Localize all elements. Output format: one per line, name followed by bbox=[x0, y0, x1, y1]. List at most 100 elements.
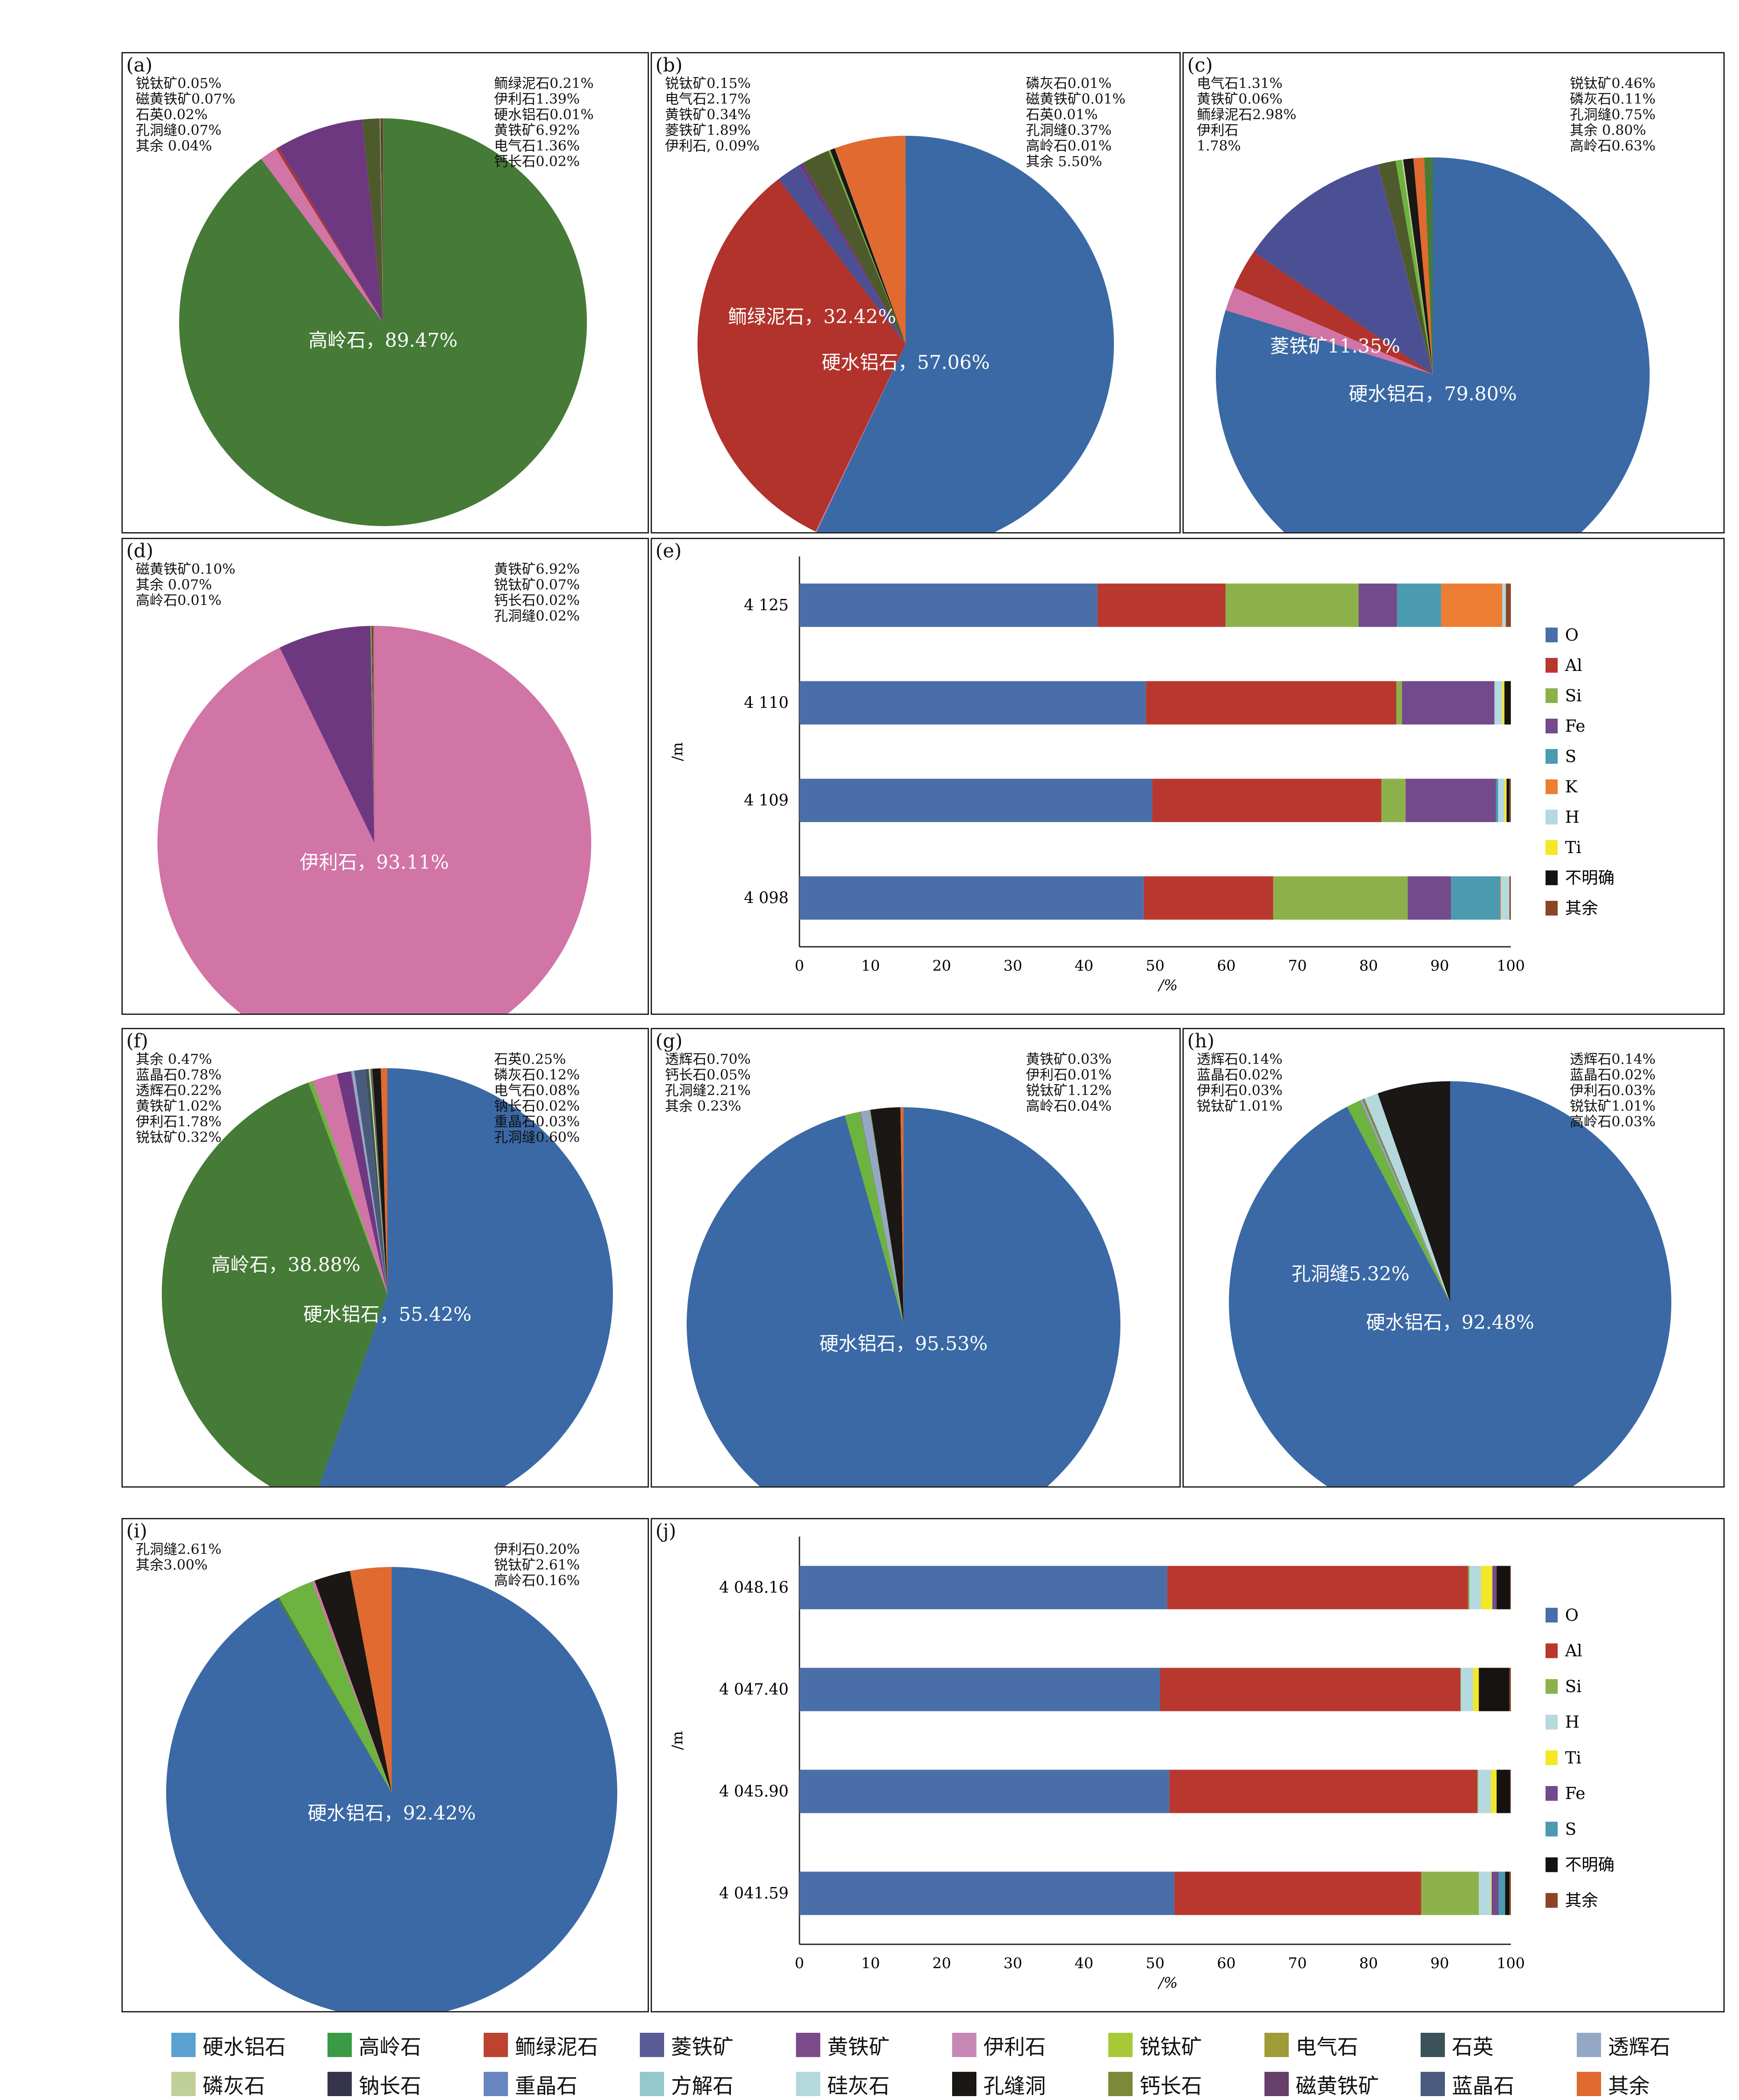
bar-segment-Ti bbox=[1491, 1770, 1497, 1813]
mineral-legend: 硬水铝石 高岭石 鲕绿泥石 菱铁矿 黄铁矿 伊利石 锐钛矿 电气石 石英 透辉石 磷灰石 钠长石 重晶石… bbox=[171, 2030, 1733, 2099]
legend-swatch bbox=[1546, 779, 1558, 794]
legend-item: 钙长石 bbox=[1108, 2069, 1202, 2099]
legend-label: Fe bbox=[1565, 716, 1585, 736]
legend-item: 硅灰石 bbox=[796, 2069, 890, 2099]
pie-slice-其余 bbox=[373, 626, 374, 843]
legend-swatch bbox=[952, 2033, 976, 2057]
pie-slice-黄铁矿 bbox=[799, 163, 906, 344]
pie-annotation: 透辉石0.14% bbox=[1197, 1051, 1283, 1067]
x-tick-label: 50 bbox=[1146, 1955, 1164, 1972]
pie-slice-重晶石 bbox=[372, 1069, 387, 1294]
pie-slice-方解石 bbox=[1364, 1098, 1450, 1302]
panel-c: (c) 硬水铝石，79.80% 菱铁矿11.35% 锐钛矿0.46% 磷灰石0.11% 孔… bbox=[1182, 52, 1725, 533]
chart-d: 伊利石，93.11% 黄铁矿6.92%锐钛矿0.07%钙长石0.02%孔洞缝0.0… bbox=[136, 561, 591, 1014]
pie-annotation: 鲕绿泥石0.21% bbox=[494, 75, 594, 92]
legend-item: 钠长石 bbox=[327, 2069, 421, 2099]
pie-annotation: 透辉石0.22% bbox=[136, 1082, 222, 1099]
bar-segment-S bbox=[1451, 876, 1500, 920]
pie-slice-其余 bbox=[1413, 157, 1433, 374]
pie-slice-硬水铝石 bbox=[687, 1107, 1120, 1486]
pie-annotation: 孔洞缝0.02% bbox=[494, 608, 580, 624]
legend-swatch bbox=[327, 2033, 352, 2057]
legend-label: 伊利石 bbox=[983, 2035, 1046, 2059]
chart-c: 硬水铝石，79.80% 菱铁矿11.35% 锐钛矿0.46%磷灰石0.11%孔洞缝0… bbox=[1197, 75, 1656, 532]
pie-slice-硬水铝石 bbox=[261, 159, 383, 322]
legend-label: 菱铁矿 bbox=[671, 2035, 734, 2059]
legend-label: Al bbox=[1565, 656, 1582, 675]
bar-segment-Ti bbox=[1481, 1566, 1493, 1609]
y-axis-label: /m bbox=[669, 742, 686, 761]
pie-annotation: 磁黄铁矿0.10% bbox=[136, 561, 236, 577]
legend-label: 鲕绿泥石 bbox=[515, 2035, 599, 2059]
bar-segment-Si bbox=[1396, 681, 1402, 725]
y-tick-label: 4 098 bbox=[744, 890, 789, 907]
pie-annotation: 黄铁矿0.34% bbox=[665, 106, 751, 123]
pie-annotation: 钙长石0.05% bbox=[665, 1066, 751, 1083]
legend-swatch bbox=[171, 2033, 196, 2057]
panel-label: (d) bbox=[126, 540, 154, 562]
legend-swatch bbox=[1108, 2033, 1133, 2057]
x-tick-label: 20 bbox=[932, 1955, 951, 1972]
pie-slice-硬水铝石 bbox=[1216, 157, 1650, 532]
pie-annotation: 锐钛矿2.61% bbox=[494, 1557, 580, 1573]
pie-slice-石英 bbox=[381, 118, 383, 322]
legend-item: 其余 bbox=[1577, 2069, 1650, 2099]
pie-annotation: 黄铁矿1.02% bbox=[136, 1098, 222, 1114]
legend-swatch bbox=[1546, 1893, 1558, 1908]
x-tick-label: 90 bbox=[1430, 957, 1449, 975]
chart-f: 硬水铝石，55.42% 高岭石，38.88% 石英0.25%磷灰石0.12%电气石0… bbox=[136, 1051, 613, 1486]
pie-slice-硬水铝石 bbox=[816, 136, 1114, 532]
legend-swatch bbox=[1108, 2072, 1133, 2096]
bar-segment-H bbox=[1502, 583, 1506, 627]
legend-item: 硬水铝石 bbox=[171, 2030, 286, 2060]
bar-segment-不明确 bbox=[1506, 779, 1510, 822]
pie-annotation: 石英0.02% bbox=[136, 106, 208, 123]
bar-segment-Ti bbox=[1502, 681, 1505, 725]
legend-swatch bbox=[1546, 1714, 1558, 1730]
legend-item: 电气石 bbox=[1264, 2030, 1358, 2060]
legend-swatch bbox=[1546, 749, 1558, 764]
pie-slice-黄铁矿 bbox=[278, 119, 383, 322]
x-tick-label: 10 bbox=[861, 957, 880, 975]
bar-segment-Fe bbox=[1492, 1566, 1497, 1609]
pie-slice-孔洞缝 bbox=[381, 118, 383, 322]
pie-annotation: 其余 0.07% bbox=[136, 576, 212, 593]
pie-slice-孔洞缝 bbox=[830, 148, 906, 344]
legend-label: Ti bbox=[1565, 838, 1582, 857]
legend-item: 黄铁矿 bbox=[796, 2030, 890, 2060]
pie-slice-黄铁矿 bbox=[279, 626, 374, 843]
pie-annotation: 磷灰石0.12% bbox=[494, 1066, 580, 1083]
bar-segment-Ti bbox=[1473, 1668, 1479, 1711]
pie-annotation: 其余3.00% bbox=[136, 1557, 208, 1573]
bar-segment-Al bbox=[1169, 1770, 1477, 1813]
pie-annotation: 蓝晶石0.02% bbox=[1197, 1066, 1283, 1083]
legend-label: 锐钛矿 bbox=[1140, 2035, 1202, 2059]
legend-label: 透辉石 bbox=[1608, 2035, 1671, 2059]
pie-slice-伊利石 bbox=[157, 626, 591, 1014]
bar-segment-Al bbox=[1097, 583, 1226, 627]
pie-slice-钙长石 bbox=[1362, 1099, 1450, 1302]
bar-segment-不明确 bbox=[1497, 1770, 1510, 1813]
pie-annotation: 锐钛矿1.01% bbox=[1197, 1098, 1283, 1114]
legend-label: 其余 bbox=[1608, 2074, 1650, 2098]
pie-slice-其余 bbox=[900, 1107, 904, 1324]
pie-annotation: 锐钛矿0.07% bbox=[494, 576, 580, 593]
legend-label: S bbox=[1565, 1819, 1576, 1838]
legend-swatch bbox=[1546, 1608, 1558, 1622]
pie-center-label: 硬水铝石，95.53% bbox=[819, 1333, 988, 1355]
pie-slice-其余 bbox=[350, 1567, 392, 1793]
pie-annotation: 高岭石0.01% bbox=[1026, 137, 1112, 154]
pie-annotation: 其余 0.80% bbox=[1570, 122, 1646, 138]
legend-swatch bbox=[1421, 2033, 1445, 2057]
pie-annotation: 伊利石, 0.09% bbox=[665, 137, 760, 154]
pie-slice-钙长石 bbox=[371, 626, 374, 843]
chart-j: 0 10 20 30 40 50 60 70 80 90 100 /% /m 4 048.16 4 047.… bbox=[669, 1537, 1615, 1992]
pie-annotation: 其余 0.23% bbox=[665, 1098, 741, 1114]
pie-slice-孔洞缝 bbox=[870, 1107, 904, 1324]
bar-segment-Si bbox=[1421, 1871, 1479, 1915]
bar-segment-其余 bbox=[1509, 876, 1511, 920]
pie-annotation: 电气石1.31% bbox=[1197, 75, 1283, 92]
panel-b: (b) 硬水铝石，57.06% 鲕绿泥石，32.42% 磷灰石0.01% 磁黄铁矿0.0… bbox=[651, 52, 1181, 533]
legend-label: Ti bbox=[1565, 1748, 1582, 1767]
legend-swatch bbox=[1546, 870, 1558, 885]
